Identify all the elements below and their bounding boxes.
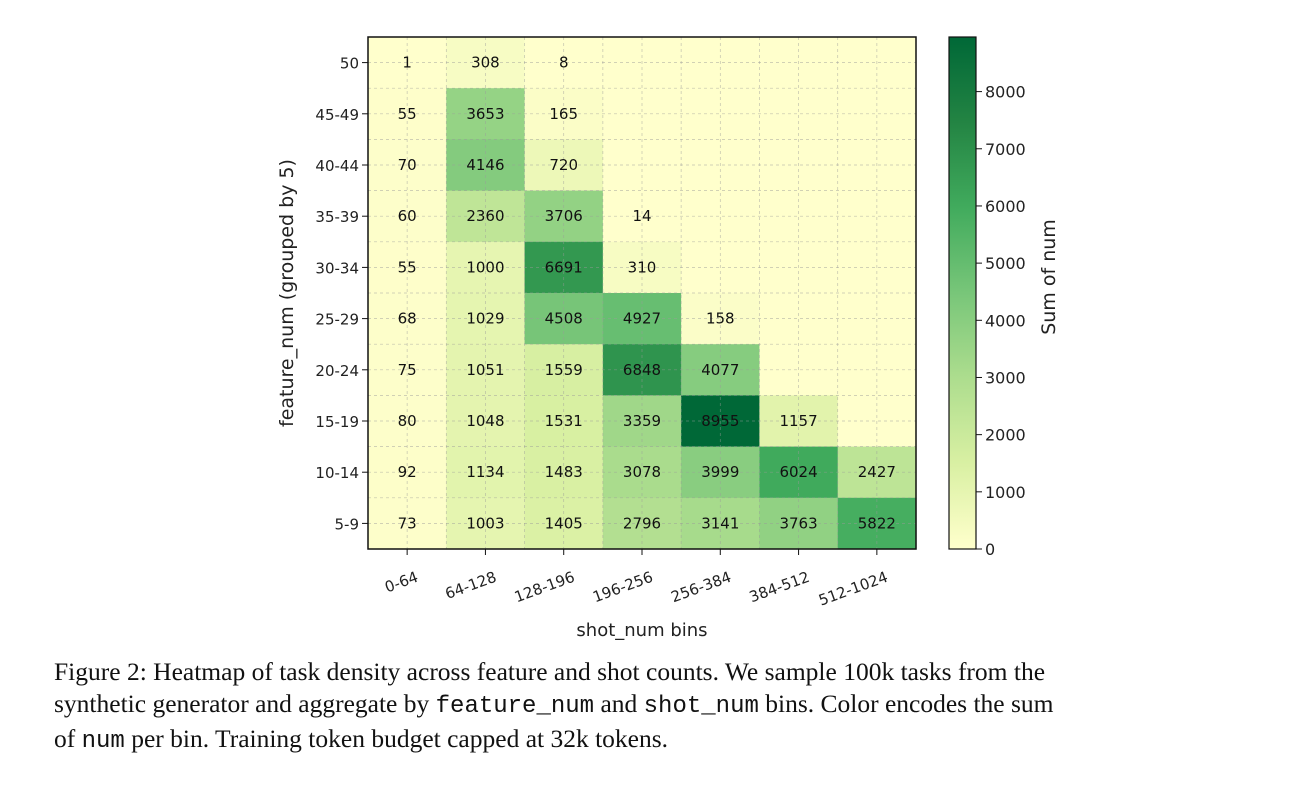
cell-value-labels: 1 308 8 55 3653 165 70 4146 720 60 2360 3706 14 55 100…	[398, 54, 896, 533]
cell-value-label: 4508	[545, 310, 583, 328]
cell-value-label: 3999	[701, 463, 739, 481]
cell-value-label: 3653	[466, 105, 504, 123]
colorbar-tick-label: 8000	[985, 83, 1026, 102]
colorbar-tick-label: 1000	[985, 483, 1026, 502]
cell-value-label: 6848	[623, 361, 661, 379]
colorbar-label: Sum of num	[1038, 219, 1060, 335]
caption-line-3: of num per bin. Training token budget ca…	[54, 723, 1246, 758]
colorbar-tick-labels: 0 1000 2000 3000 4000 5000 6000 7000 8000	[976, 83, 1026, 559]
cell-value-label: 4146	[466, 156, 504, 174]
cell-value-label: 1003	[466, 514, 504, 532]
caption-line-2: synthetic generator and aggregate by fea…	[54, 688, 1246, 723]
cell-value-label: 2427	[858, 463, 896, 481]
cell-value-label: 158	[706, 310, 735, 328]
x-tick-labels: 0-64 64-128 128-196 196-256 256-384 384-512 51…	[382, 549, 890, 609]
y-tick-label: 20-24	[315, 362, 359, 380]
y-tick-label: 35-39	[315, 208, 359, 226]
caption-text: bins. Color encodes the sum	[758, 689, 1054, 718]
cell-value-label: 3359	[623, 412, 661, 430]
cell-value-label: 1000	[466, 258, 504, 276]
y-tick-label: 10-14	[315, 464, 359, 482]
cell-value-label: 3706	[545, 207, 583, 225]
cell-value-label: 2796	[623, 514, 661, 532]
cell-value-label: 55	[398, 258, 417, 276]
y-tick-label: 5-9	[335, 515, 360, 533]
cell-value-label: 1051	[466, 361, 504, 379]
x-tick-label: 64-128	[443, 568, 499, 603]
cell-value-label: 2360	[466, 207, 504, 225]
cell-value-label: 70	[398, 156, 417, 174]
x-tick-label: 256-384	[669, 568, 734, 606]
cell-value-label: 6024	[779, 463, 817, 481]
x-tick-label: 196-256	[590, 568, 655, 606]
y-tick-label: 40-44	[315, 157, 359, 175]
cell-value-label: 1559	[545, 361, 583, 379]
caption-code: shot_num	[643, 693, 759, 720]
colorbar-tick-label: 2000	[985, 426, 1026, 445]
cell-value-label: 4927	[623, 310, 661, 328]
x-tick-label: 384-512	[747, 568, 812, 606]
cell-value-label: 8955	[701, 412, 739, 430]
cell-value-label: 1048	[466, 412, 504, 430]
colorbar-tick-label: 6000	[985, 197, 1026, 216]
cell-value-label: 75	[398, 361, 417, 379]
colorbar-tick-label: 0	[985, 540, 995, 559]
cell-value-label: 68	[398, 310, 417, 328]
cell-value-label: 5822	[858, 514, 896, 532]
colorbar-tick-label: 7000	[985, 140, 1026, 159]
colorbar-tick-label: 5000	[985, 254, 1026, 273]
cell-value-label: 14	[632, 207, 651, 225]
y-tick-label: 25-29	[315, 311, 359, 329]
cell-value-label: 4077	[701, 361, 739, 379]
cell-value-label: 165	[549, 105, 578, 123]
y-tick-label: 45-49	[315, 106, 359, 124]
caption-text: per bin. Training token budget capped at…	[124, 724, 669, 753]
colorbar	[948, 36, 977, 550]
cell-value-label: 308	[471, 54, 500, 72]
cell-value-label: 1531	[545, 412, 583, 430]
cell-value-label: 3141	[701, 514, 739, 532]
caption-code: feature_num	[435, 693, 595, 720]
heatmap-grid	[368, 37, 916, 549]
cell-value-label: 1	[402, 54, 412, 72]
caption-text: and	[594, 689, 644, 718]
cell-value-label: 310	[628, 258, 657, 276]
y-tick-label: 50	[340, 55, 359, 73]
cell-value-label: 1029	[466, 310, 504, 328]
cell-value-label: 3763	[779, 514, 817, 532]
x-axis-label: shot_num bins	[576, 620, 707, 641]
cell-value-label: 6691	[545, 258, 583, 276]
cell-value-label: 8	[559, 54, 569, 72]
x-tick-label: 128-196	[512, 568, 577, 606]
cell-value-label: 60	[398, 207, 417, 225]
colorbar-tick-label: 3000	[985, 368, 1026, 387]
cell-value-label: 92	[398, 463, 417, 481]
y-tick-labels: 50 45-49 40-44 35-39 30-34 25-29 20-24 15-19 10-…	[315, 55, 368, 533]
cell-value-label: 3078	[623, 463, 661, 481]
heatmap-figure: 1 308 8 55 3653 165 70 4146 720 60 2360 3706 14 55 100…	[276, 36, 1060, 641]
x-tick-label: 0-64	[382, 568, 420, 597]
cell-value-label: 720	[549, 156, 578, 174]
x-tick-label: 512-1024	[816, 568, 890, 610]
caption-code: num	[81, 728, 125, 755]
cell-value-label: 1483	[545, 463, 583, 481]
caption-text: synthetic generator and aggregate by	[54, 689, 436, 718]
y-tick-label: 15-19	[315, 413, 359, 431]
cell-value-label: 1134	[466, 463, 504, 481]
cell-value-label: 55	[398, 105, 417, 123]
colorbar-tick-label: 4000	[985, 311, 1026, 330]
cell-value-label: 73	[398, 514, 417, 532]
caption-line-1: Figure 2: Heatmap of task density across…	[54, 657, 1046, 686]
cell-value-label: 80	[398, 412, 417, 430]
figure-caption: Figure 2: Heatmap of task density across…	[54, 656, 1246, 758]
y-axis-label: feature_num (grouped by 5)	[276, 159, 298, 427]
cell-value-label: 1405	[545, 514, 583, 532]
y-tick-label: 30-34	[315, 259, 359, 277]
caption-text: of	[54, 724, 82, 753]
cell-value-label: 1157	[779, 412, 817, 430]
